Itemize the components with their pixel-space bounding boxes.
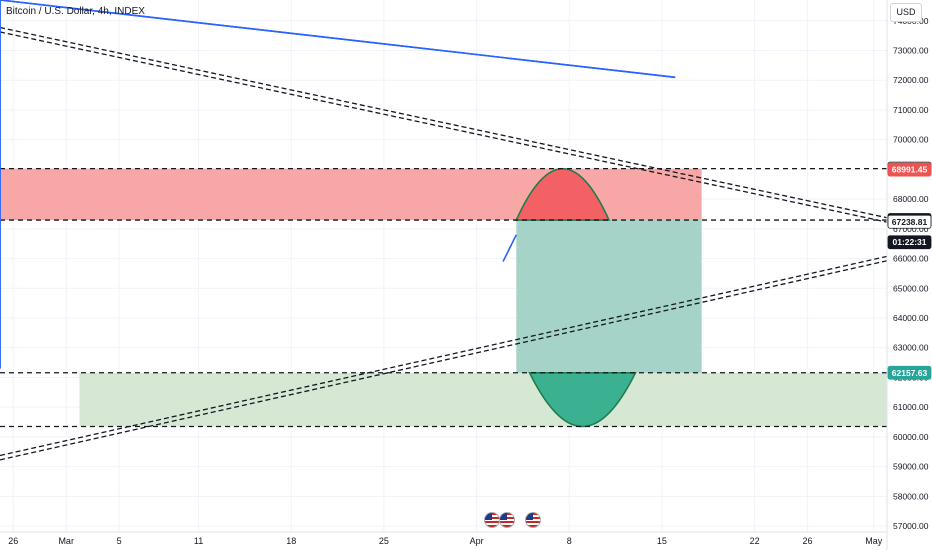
projection-arrowhead: [0, 0, 676, 79]
y-tick-label: 63000.00: [893, 343, 929, 353]
y-tick-label: 73000.00: [893, 46, 929, 56]
upper-trendline: [0, 26, 888, 219]
y-tick-label: 70000.00: [893, 135, 929, 145]
x-tick-label: 18: [286, 536, 296, 546]
us-flag-event-icon[interactable]: [499, 512, 515, 528]
price-label-text: 68991.45: [892, 165, 928, 175]
price-label-text: 62157.63: [892, 368, 928, 378]
price-label-text: 67238.81: [892, 217, 928, 227]
price-label-box: [887, 214, 932, 229]
upper-trendline: [0, 31, 888, 223]
price-label-box: [887, 365, 932, 380]
price-label-box: [887, 162, 932, 177]
y-tick-label: 57000.00: [893, 521, 929, 531]
us-flag-event-icon[interactable]: [525, 512, 541, 528]
target-box: [516, 220, 702, 373]
y-tick-label: 65000.00: [893, 283, 929, 293]
us-flag-event-icon[interactable]: [484, 512, 500, 528]
x-tick-label: 26: [8, 536, 18, 546]
x-tick-label: 15: [657, 536, 667, 546]
y-tick-label: 61000.00: [893, 402, 929, 412]
support-zone: [79, 372, 887, 427]
y-tick-label: 71000.00: [893, 105, 929, 115]
y-tick-label: 68000.00: [893, 194, 929, 204]
x-tick-label: 22: [750, 536, 760, 546]
x-tick-label: 5: [117, 536, 122, 546]
y-tick-label: 66000.00: [893, 254, 929, 264]
price-axis: [887, 0, 932, 550]
x-tick-label: 11: [194, 536, 203, 546]
x-tick-label: 8: [567, 536, 572, 546]
price-label-text: 01:22:31: [892, 237, 926, 247]
x-tick-label: 25: [379, 536, 389, 546]
top-arc: [515, 167, 611, 221]
projection-path: [502, 234, 518, 262]
x-tick-label: May: [865, 536, 883, 546]
x-tick-label: Mar: [58, 536, 74, 546]
x-tick-label: 26: [803, 536, 813, 546]
price-label-box: [887, 235, 932, 250]
x-tick-label: Apr: [470, 536, 484, 546]
y-tick-label: 59000.00: [893, 462, 929, 472]
y-tick-label: 58000.00: [893, 491, 929, 501]
chart-title: Bitcoin / U.S. Dollar, 4h, INDEX: [6, 6, 145, 17]
y-tick-label: 67000.00: [893, 224, 929, 234]
plot-background: [0, 0, 887, 532]
y-tick-label: 64000.00: [893, 313, 929, 323]
y-tick-label: 60000.00: [893, 432, 929, 442]
y-tick-label: 72000.00: [893, 75, 929, 85]
currency-button[interactable]: USD: [890, 3, 922, 22]
